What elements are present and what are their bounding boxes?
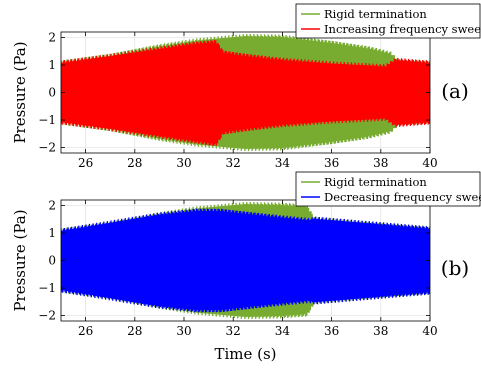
y-tick-label: 1	[48, 226, 56, 240]
panel-label: (a)	[441, 79, 469, 103]
x-tick-label: 38	[373, 324, 388, 338]
x-tick-label: 28	[127, 324, 142, 338]
panel-a: 26 28 30 32 34 36 38 40 −2 −1 0 1 2 Pressure (Pa) (a) R…	[11, 3, 481, 170]
y-tick-label: −2	[38, 141, 56, 155]
panel-label: (b)	[441, 256, 469, 280]
x-tick-label: 34	[275, 156, 291, 170]
x-tick-label: 30	[176, 156, 191, 170]
x-tick-label: 40	[422, 156, 437, 170]
x-tick-label: 40	[422, 324, 437, 338]
x-tick-label: 36	[324, 156, 339, 170]
legend-label: Decreasing frequency sweep	[324, 190, 481, 204]
legend-box	[295, 3, 481, 39]
legend-label: Rigid termination	[324, 7, 427, 21]
x-axis-label: Time (s)	[214, 345, 276, 363]
x-tick-label: 32	[226, 324, 241, 338]
x-tick-label: 38	[373, 156, 388, 170]
y-tick-label: 0	[48, 254, 56, 268]
y-tick-label: 1	[48, 58, 56, 72]
y-tick-label: 2	[48, 199, 56, 213]
x-tick-label: 32	[226, 156, 241, 170]
series-fill-increasing-frequency-sweep	[61, 43, 430, 143]
y-axis-label: Pressure (Pa)	[11, 41, 29, 143]
legend-label: Rigid termination	[324, 175, 427, 189]
x-tick-label: 26	[78, 324, 93, 338]
x-tick-label: 26	[78, 156, 93, 170]
y-tick-label: 0	[48, 86, 56, 100]
x-tick-label: 36	[324, 324, 339, 338]
legend-label: Increasing frequency sweep	[324, 22, 481, 36]
y-tick-label: 2	[48, 31, 56, 45]
x-tick-label: 30	[176, 324, 191, 338]
y-tick-label: −1	[38, 281, 56, 295]
panel-b: 26 28 30 32 34 36 38 40 −2 −1 0 1 2 Pressure (Pa) Time…	[11, 171, 481, 363]
y-tick-label: −2	[38, 309, 56, 323]
y-tick-label: −1	[38, 113, 56, 127]
legend-box	[295, 171, 481, 207]
series-fill-decreasing-frequency-sweep	[61, 212, 430, 309]
y-axis-label: Pressure (Pa)	[11, 209, 29, 311]
x-tick-label: 34	[275, 324, 291, 338]
x-tick-label: 28	[127, 156, 142, 170]
